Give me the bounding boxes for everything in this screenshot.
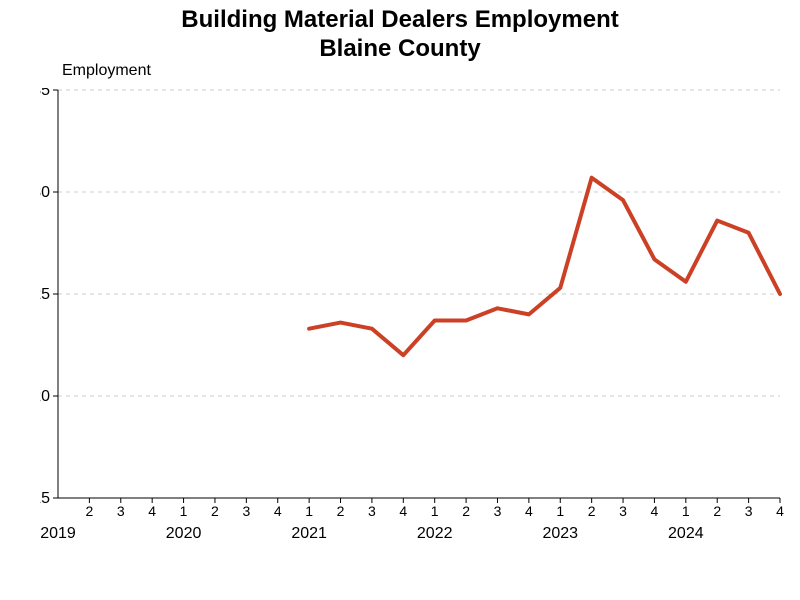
y-axis-title: Employment <box>62 62 151 80</box>
x-quarter-label: 4 <box>148 503 156 519</box>
x-quarter-label: 2 <box>462 503 470 519</box>
x-year-label: 2019 <box>40 525 76 542</box>
chart-title-line1: Building Material Dealers Employment <box>0 6 800 35</box>
x-year-label: 2020 <box>166 525 202 542</box>
x-quarter-label: 2 <box>211 503 219 519</box>
y-tick-label: 20 <box>40 388 50 405</box>
x-quarter-label: 1 <box>556 503 564 519</box>
x-quarter-label: 2 <box>713 503 721 519</box>
chart-container: Building Material Dealers Employment Bla… <box>0 0 800 600</box>
x-quarter-label: 1 <box>305 503 313 519</box>
x-year-label: 2021 <box>291 525 327 542</box>
plot-area: 15 20 25 30 35 2 3 4 1 2 3 4 1 2 3 4 1 2 3 4 1 2 3 4 1 2 3 4 2019 202… <box>40 88 790 558</box>
x-quarter-label: 2 <box>85 503 93 519</box>
x-quarter-label: 3 <box>242 503 250 519</box>
chart-title: Building Material Dealers Employment Bla… <box>0 6 800 64</box>
x-quarter-label: 3 <box>745 503 753 519</box>
y-tick-label: 30 <box>40 184 50 201</box>
chart-title-line2: Blaine County <box>0 35 800 64</box>
y-tick-label: 25 <box>40 286 50 303</box>
x-quarter-label: 4 <box>399 503 407 519</box>
x-quarter-label: 4 <box>525 503 533 519</box>
x-quarter-label: 4 <box>776 503 784 519</box>
x-quarter-label: 3 <box>494 503 502 519</box>
x-quarter-label: 3 <box>117 503 125 519</box>
x-quarter-label: 1 <box>431 503 439 519</box>
y-tick-label: 15 <box>40 490 50 507</box>
x-quarter-label: 2 <box>337 503 345 519</box>
x-quarter-label: 3 <box>368 503 376 519</box>
x-year-label: 2022 <box>417 525 453 542</box>
x-quarter-label: 4 <box>651 503 659 519</box>
y-tick-label: 35 <box>40 88 50 99</box>
data-line <box>309 178 780 355</box>
x-quarter-label: 3 <box>619 503 627 519</box>
x-quarter-label: 2 <box>588 503 596 519</box>
x-year-label: 2023 <box>542 525 578 542</box>
x-quarter-label: 1 <box>682 503 690 519</box>
x-year-label: 2024 <box>668 525 704 542</box>
x-quarter-label: 1 <box>180 503 188 519</box>
x-quarter-label: 4 <box>274 503 282 519</box>
